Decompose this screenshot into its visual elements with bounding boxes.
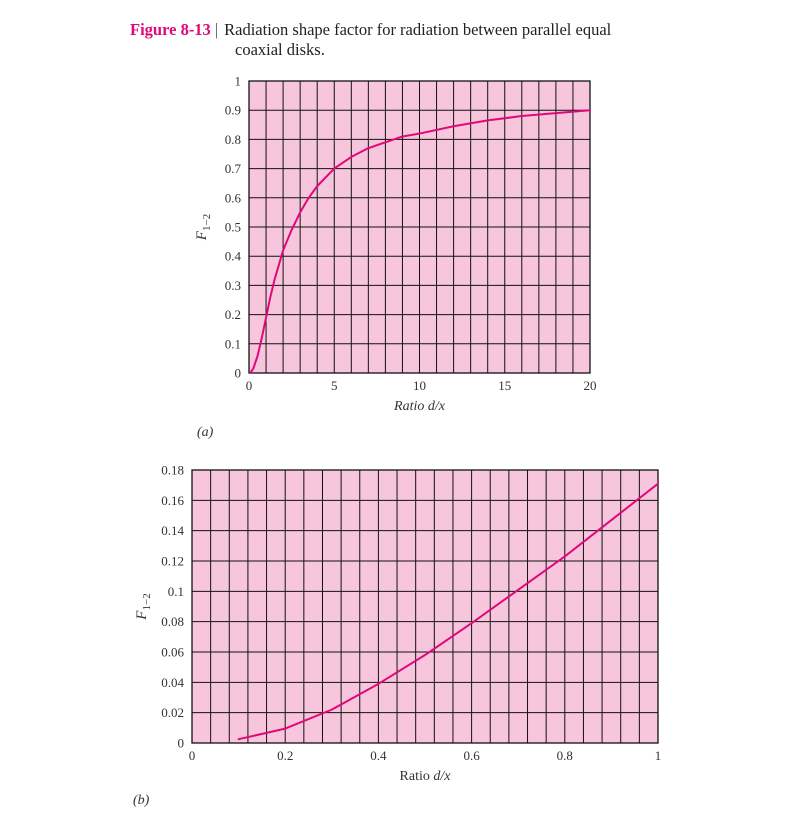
- y-tick-label: 0.14: [161, 523, 184, 538]
- y-tick-label: 0.8: [225, 132, 241, 147]
- figure-label: Figure 8-13: [130, 20, 211, 39]
- y-tick-label: 0.12: [161, 554, 184, 569]
- x-tick-label: 1: [655, 748, 662, 763]
- x-tick-label: 0.2: [277, 748, 293, 763]
- x-axis-label-b: Ratio d/x: [400, 769, 452, 784]
- y-tick-label: 0.5: [225, 220, 241, 235]
- x-tick-label: 0: [189, 748, 196, 763]
- y-tick-label: 0.16: [161, 493, 184, 508]
- y-axis-label-b: F1−2: [134, 593, 153, 620]
- panel-label-b: (b): [133, 793, 150, 808]
- y-axis-label-a: F1−2: [194, 214, 213, 241]
- caption-separator: |: [214, 20, 219, 39]
- x-tick-label: 0.6: [463, 748, 480, 763]
- panel-label-a: (a): [197, 425, 214, 440]
- y-tick-label: 0.08: [161, 614, 184, 629]
- y-tick-label: 0.3: [225, 278, 241, 293]
- x-tick-label: 15: [498, 378, 511, 393]
- plot-frame-a: [248, 80, 591, 374]
- y-tick-label: 0.2: [225, 307, 241, 322]
- y-tick-label: 0.1: [168, 584, 184, 599]
- caption-line-1: Radiation shape factor for radiation bet…: [224, 20, 612, 39]
- series-line-b: [237, 482, 659, 741]
- x-tick-label: 0: [246, 378, 253, 393]
- x-tick-label: 10: [413, 378, 426, 393]
- y-tick-label: 0.02: [161, 705, 184, 720]
- y-tick-label: 1: [235, 74, 242, 89]
- plot-frame-b: [191, 469, 659, 744]
- x-tick-label: 0.8: [557, 748, 573, 763]
- plot-background-b: [192, 470, 658, 743]
- y-tick-label: 0.04: [161, 675, 184, 690]
- y-tick-label: 0.1: [225, 336, 241, 351]
- x-tick-label: 5: [331, 378, 338, 393]
- series-line-a: [249, 109, 591, 374]
- y-tick-label: 0.9: [225, 103, 241, 118]
- y-tick-label: 0.06: [161, 645, 184, 660]
- y-tick-label: 0.7: [225, 161, 242, 176]
- y-tick-label: 0.4: [225, 249, 242, 264]
- caption-line-2: coaxial disks.: [235, 40, 325, 59]
- y-tick-label: 0.18: [161, 463, 184, 478]
- x-tick-label: 20: [584, 378, 597, 393]
- y-tick-label: 0: [235, 366, 242, 381]
- x-axis-label-a: Ratio d/x: [393, 399, 446, 414]
- figure-caption: Figure 8-13 | Radiation shape factor for r…: [130, 20, 690, 60]
- y-tick-label: 0.6: [225, 190, 242, 205]
- x-tick-label: 0.4: [370, 748, 387, 763]
- y-tick-label: 0: [178, 736, 185, 751]
